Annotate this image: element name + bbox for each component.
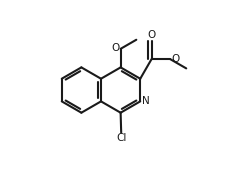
Text: O: O <box>148 30 156 40</box>
Text: O: O <box>111 43 120 53</box>
Text: Cl: Cl <box>116 133 126 143</box>
Text: O: O <box>171 54 179 64</box>
Text: N: N <box>142 96 149 106</box>
